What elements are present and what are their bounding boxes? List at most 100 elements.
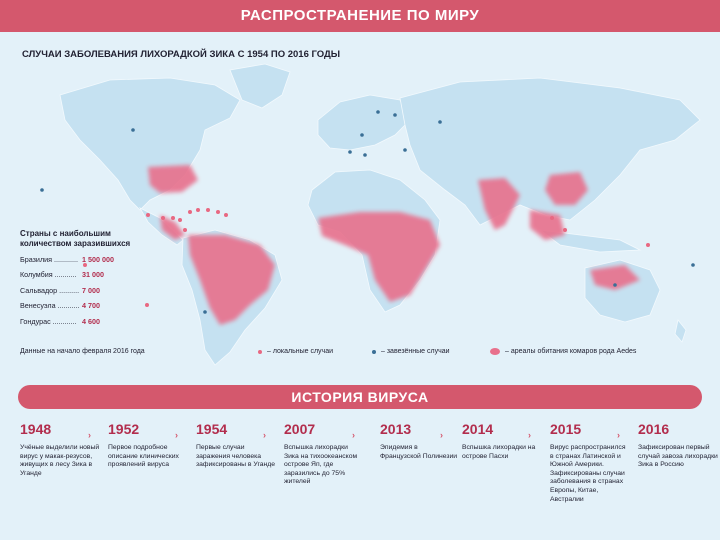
imported-case-dot (403, 148, 407, 152)
event-year: 1948 (20, 421, 52, 437)
local-case-dot (161, 216, 165, 220)
imported-case-dot (40, 188, 44, 192)
stat-value: 4 700 (82, 301, 100, 310)
event-text: Первые случаи заражения человека зафикси… (196, 444, 276, 469)
stat-value: 4 600 (82, 316, 100, 326)
legend-imported: – завезённые случаи (372, 348, 450, 355)
local-case-dot (145, 303, 149, 307)
stat-country: Венесуэла ........... (20, 301, 80, 310)
world-map (40, 63, 701, 366)
greenland (229, 63, 291, 109)
stat-row: Венесуэла ........... 4 700 (20, 301, 170, 311)
local-case-dot (171, 216, 175, 220)
arrow-icon: › (528, 430, 531, 440)
event-year: 2015 (550, 421, 582, 437)
stat-country: Бразилия ............ (20, 254, 79, 264)
local-case-icon (258, 349, 262, 354)
legend-areas: – ареалы обитания комаров рода Aedes (490, 348, 636, 355)
aedes-area-usa (148, 165, 198, 193)
aedes-area-india (478, 178, 520, 230)
history-title: ИСТОРИЯ ВИРУСА (18, 385, 702, 409)
aedes-area-china (545, 172, 588, 205)
local-case-dot (206, 208, 210, 212)
timeline-event: 1952 Первое подробное описание клиническ… (108, 420, 188, 470)
aedes-area-southeast-asia (530, 210, 565, 240)
arrow-icon: › (352, 430, 355, 440)
event-year: 2013 (380, 421, 412, 437)
arrow-icon: › (263, 430, 266, 440)
arrow-icon: › (617, 430, 620, 440)
southeast-asia-islands (538, 229, 642, 253)
stat-row: Гондурас ............ 4 600 (20, 317, 170, 327)
timeline-event: 2014 Вспышка лихорадки на острове Пасхи (462, 420, 542, 461)
local-case-dot (83, 263, 87, 267)
event-text: Учёные выделили новый вирус у макак-резу… (20, 444, 100, 477)
local-case-dot (224, 213, 228, 217)
local-case-dot (188, 210, 192, 214)
legend-local-label: – локальные случаи (267, 348, 334, 355)
aedes-area-icon (490, 348, 500, 355)
data-date-note: Данные на начало февраля 2016 года (20, 348, 145, 355)
aedes-areas (148, 165, 640, 325)
legend-areas-label: – ареалы обитания комаров рода Aedes (505, 348, 637, 355)
stat-value: 1 500 000 (82, 254, 114, 264)
imported-case-icon (372, 349, 376, 354)
stat-country: Сальвадор .......... (20, 285, 80, 295)
stat-country: Гондурас ............ (20, 316, 77, 326)
event-text: Вирус распространился в странах Латинско… (550, 444, 626, 503)
imported-cases (40, 110, 695, 314)
europe (317, 94, 411, 151)
local-case-dot (216, 210, 220, 214)
legend-imported-label: – завезённые случаи (381, 348, 450, 355)
timeline-event: 2016 Зафиксирован первый случай завоза л… (638, 420, 718, 470)
timeline-event: 1948 Учёные выделили новый вирус у макак… (20, 420, 100, 478)
north-america (59, 77, 241, 211)
arrow-icon: › (440, 430, 443, 440)
local-case-dot (563, 228, 567, 232)
legend-local: – локальные случаи (258, 348, 333, 355)
map-subtitle: СЛУЧАИ ЗАБОЛЕВАНИЯ ЛИХОРАДКОЙ ЗИКА С 195… (22, 49, 341, 60)
event-text: Эпидемия в Французской Полинезии (380, 444, 458, 460)
aedes-area-australia (590, 265, 640, 290)
timeline-event: 2015 Вирус распространился в странах Лат… (550, 420, 630, 504)
imported-case-dot (613, 283, 617, 287)
stat-row: Сальвадор .......... 7 000 (20, 286, 170, 296)
stat-row: Колумбия ........... 31 000 (20, 270, 170, 280)
local-case-dot (646, 243, 650, 247)
stat-row: Бразилия ............ 1 500 000 (20, 255, 170, 265)
imported-case-dot (131, 128, 135, 132)
event-year: 2016 (638, 421, 670, 437)
event-year: 2007 (284, 421, 316, 437)
history-timeline: 1948 Учёные выделили новый вирус у макак… (0, 420, 720, 540)
timeline-event: 2013 Эпидемия в Французской Полинезии (380, 420, 460, 461)
imported-case-dot (203, 310, 207, 314)
new-zealand (674, 319, 687, 343)
event-text: Первое подробное описание клинических пр… (108, 444, 179, 469)
imported-case-dot (393, 113, 397, 117)
page-title: РАСПРОСТРАНЕНИЕ ПО МИРУ (0, 0, 720, 32)
arrow-icon: › (88, 430, 91, 440)
imported-case-dot (363, 153, 367, 157)
aedes-area-south-america (188, 235, 275, 325)
local-case-dot (146, 213, 150, 217)
local-case-dot (178, 218, 182, 222)
stat-country: Колумбия ........... (20, 270, 77, 279)
timeline-event: 1954 Первые случаи заражения человека за… (196, 420, 276, 470)
event-text: Зафиксирован первый случай завоза лихора… (638, 444, 718, 469)
event-year: 2014 (462, 421, 494, 437)
imported-case-dot (691, 263, 695, 267)
asia (399, 77, 701, 226)
stat-value: 7 000 (82, 285, 100, 295)
local-cases (83, 208, 650, 307)
local-case-dot (550, 216, 554, 220)
imported-case-dot (438, 120, 442, 124)
top-countries-title: Страны с наибольшим количеством заразивш… (20, 229, 131, 248)
local-case-dot (196, 208, 200, 212)
top-countries-panel: Страны с наибольшим количеством заразивш… (20, 229, 170, 327)
aedes-area-africa (318, 212, 440, 302)
aedes-area-central-america (160, 215, 185, 240)
imported-case-dot (360, 133, 364, 137)
event-year: 1952 (108, 421, 140, 437)
event-text: Вспышка лихорадки на острове Пасхи (462, 444, 536, 460)
arrow-icon: › (175, 430, 178, 440)
